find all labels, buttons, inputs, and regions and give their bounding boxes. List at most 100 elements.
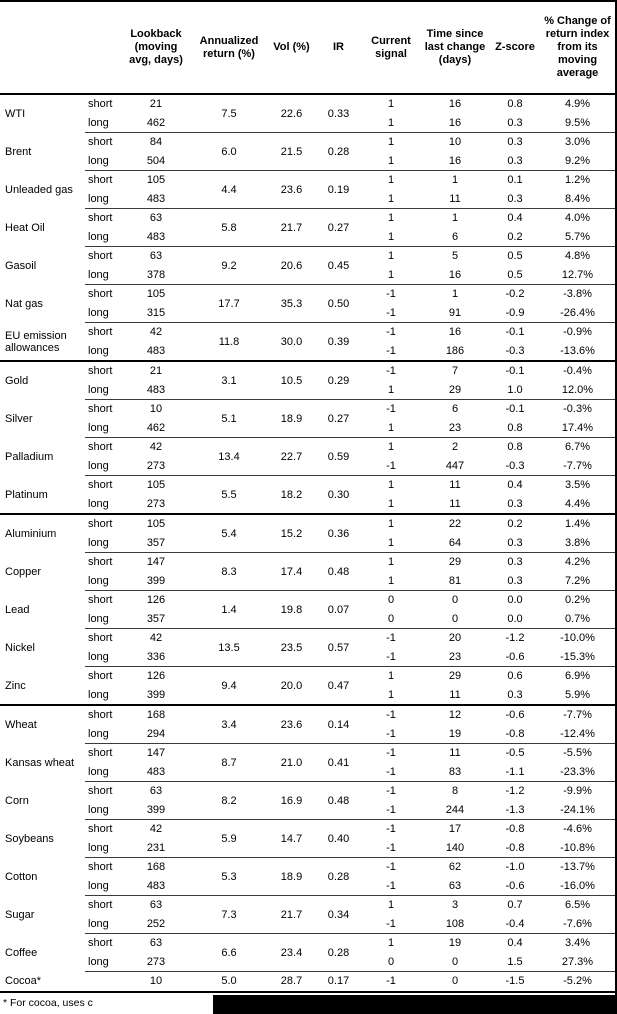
time-since-value: 11 <box>449 192 461 205</box>
time-since-value: 16 <box>448 326 462 338</box>
table-row: long 294 -1 19 -0.8 -12.4% <box>85 725 615 744</box>
vol-value: 30.0 <box>280 335 303 348</box>
pct-change-value: -9.9% <box>563 785 592 797</box>
vol-value: 20.0 <box>280 679 303 692</box>
time-since-value: 447 <box>445 459 465 472</box>
lookback-value: 483 <box>146 192 166 205</box>
time-since-value: 6 <box>451 230 459 243</box>
table-row: long 231 -1 140 -0.8 -10.8% <box>85 839 615 858</box>
table-row: long 273 -1 447 -0.3 -7.7% <box>85 457 615 476</box>
time-since-value: 20 <box>448 632 462 644</box>
footnote-text: * For cocoa, uses c <box>3 996 93 1009</box>
pct-change-value: 27.3% <box>561 955 594 968</box>
commodity-rows: short 168 -1 62 -1.0 -13.7% long 483 -1 63 -0.6 -16… <box>85 858 615 896</box>
pct-change-value: 4.2% <box>564 556 591 568</box>
table-row: short 126 0 0 0.0 0.2% <box>85 591 615 610</box>
current-signal-value: 1 <box>387 174 395 186</box>
current-signal-value: 0 <box>387 955 395 968</box>
lookback-value: 63 <box>149 899 163 911</box>
ir-value: 0.41 <box>327 756 350 769</box>
lookback-value: 42 <box>149 632 163 644</box>
column-header-annualized-return: Annualized return (%) <box>199 34 259 60</box>
pct-change-value: 12.0% <box>561 383 594 396</box>
annualized-return-value: 5.3 <box>221 870 237 883</box>
spanned-values: 8.3 17.4 0.48 <box>190 553 362 590</box>
time-since-value: 108 <box>445 917 465 930</box>
lookback-value: 168 <box>146 861 166 873</box>
current-signal-value: -1 <box>386 841 396 854</box>
current-signal-value: -1 <box>386 765 396 778</box>
commodity-block: Sugar short 63 1 3 0.7 6.5% long 252 -1 108 -0.4 -7.… <box>0 896 615 934</box>
position-label: short <box>88 518 113 530</box>
lookback-value: 294 <box>146 727 166 740</box>
z-score-value: 0.5 <box>507 250 523 262</box>
z-score-value: -1.1 <box>505 765 525 778</box>
z-score-value: 0.8 <box>507 98 523 110</box>
pct-change-value: -23.3% <box>560 765 595 778</box>
vol-value: 21.5 <box>280 145 303 158</box>
spanned-values: 13.4 22.7 0.59 <box>190 438 362 475</box>
annualized-return-value: 6.0 <box>221 145 237 158</box>
position-label: short <box>88 441 113 453</box>
pct-change-value: 3.8% <box>564 536 591 549</box>
table-row: long 483 1 6 0.2 5.7% <box>85 228 615 247</box>
vol-value: 23.6 <box>280 183 303 196</box>
table-row: long 483 1 29 1.0 12.0% <box>85 381 615 400</box>
lookback-value: 42 <box>149 823 163 835</box>
vol-value: 23.6 <box>280 718 303 731</box>
spanned-values: 7.3 21.7 0.34 <box>190 896 362 933</box>
table-row: short 105 1 11 0.4 3.5% <box>85 476 615 495</box>
time-since-value: 19 <box>448 727 462 740</box>
z-score-value: 0.7 <box>507 899 523 911</box>
position-label: long <box>88 650 109 663</box>
commodity-name: Nickel <box>5 642 35 654</box>
ir-value: 0.14 <box>327 718 350 731</box>
position-label: short <box>88 136 113 148</box>
position-label: short <box>88 403 113 415</box>
ir-value: 0.27 <box>327 221 350 234</box>
pct-change-value: -13.7% <box>560 861 595 873</box>
ir-value: 0.47 <box>327 679 350 692</box>
time-since-value: 29 <box>448 556 462 568</box>
lookback-value: 483 <box>146 765 166 778</box>
commodity-block: Cocoa* 10 -1 0 -1.5 -5.2% 5.0 28.7 0.17 <box>0 972 615 991</box>
spanned-values: 5.0 28.7 0.17 <box>190 972 362 991</box>
annualized-return-value: 5.4 <box>221 527 237 540</box>
lookback-value: 168 <box>146 709 166 721</box>
lookback-value: 63 <box>149 937 163 949</box>
pct-change-value: 4.8% <box>564 250 591 262</box>
z-score-value: -0.1 <box>505 365 525 377</box>
lookback-value: 399 <box>146 574 166 587</box>
commodity-block: Nat gas short 105 -1 1 -0.2 -3.8% long 315 -1 91 -0… <box>0 285 615 323</box>
position-label: long <box>88 116 109 129</box>
column-header-time-since-last-change: Time since last change (days) <box>424 28 486 66</box>
z-score-value: 0.8 <box>507 421 523 434</box>
z-score-value: -0.1 <box>505 326 525 338</box>
table-row: long 399 1 11 0.3 5.9% <box>85 686 615 705</box>
pct-change-value: -13.6% <box>560 344 595 357</box>
commodity-block: Soybeans short 42 -1 17 -0.8 -4.6% long 231 -1 140… <box>0 820 615 858</box>
annualized-return-value: 13.4 <box>218 450 240 463</box>
current-signal-value: 1 <box>387 479 395 491</box>
position-label: long <box>88 688 109 701</box>
position-label: short <box>88 98 113 110</box>
position-label: short <box>88 632 113 644</box>
ir-value: 0.27 <box>327 412 350 425</box>
commodity-rows: short 63 1 5 0.5 4.8% long 378 1 16 0.5 12.7% 9.2 20.… <box>85 247 615 285</box>
z-score-value: -1.2 <box>505 785 525 797</box>
current-signal-value: 1 <box>387 383 395 396</box>
position-label: short <box>88 861 113 873</box>
z-score-value: -0.1 <box>505 403 525 415</box>
z-score-value: -0.6 <box>505 709 525 721</box>
z-score-value: -0.4 <box>505 917 525 930</box>
pct-change-value: -10.0% <box>560 632 595 644</box>
commodity-rows: short 147 1 29 0.3 4.2% long 399 1 81 0.3 7.2% 8.3 17… <box>85 553 615 591</box>
time-since-value: 64 <box>448 536 462 549</box>
commodity-rows: short 10 -1 6 -0.1 -0.3% long 462 1 23 0.8 17.4% 5.1… <box>85 400 615 438</box>
pct-change-value: 0.2% <box>564 594 591 606</box>
vol-value: 23.4 <box>280 946 303 959</box>
commodity-rows: short 84 1 10 0.3 3.0% long 504 1 16 0.3 9.2% 6.0 21.… <box>85 133 615 171</box>
annualized-return-value: 9.4 <box>221 679 237 692</box>
current-signal-value: -1 <box>386 785 396 797</box>
pct-change-value: -15.3% <box>560 650 595 663</box>
